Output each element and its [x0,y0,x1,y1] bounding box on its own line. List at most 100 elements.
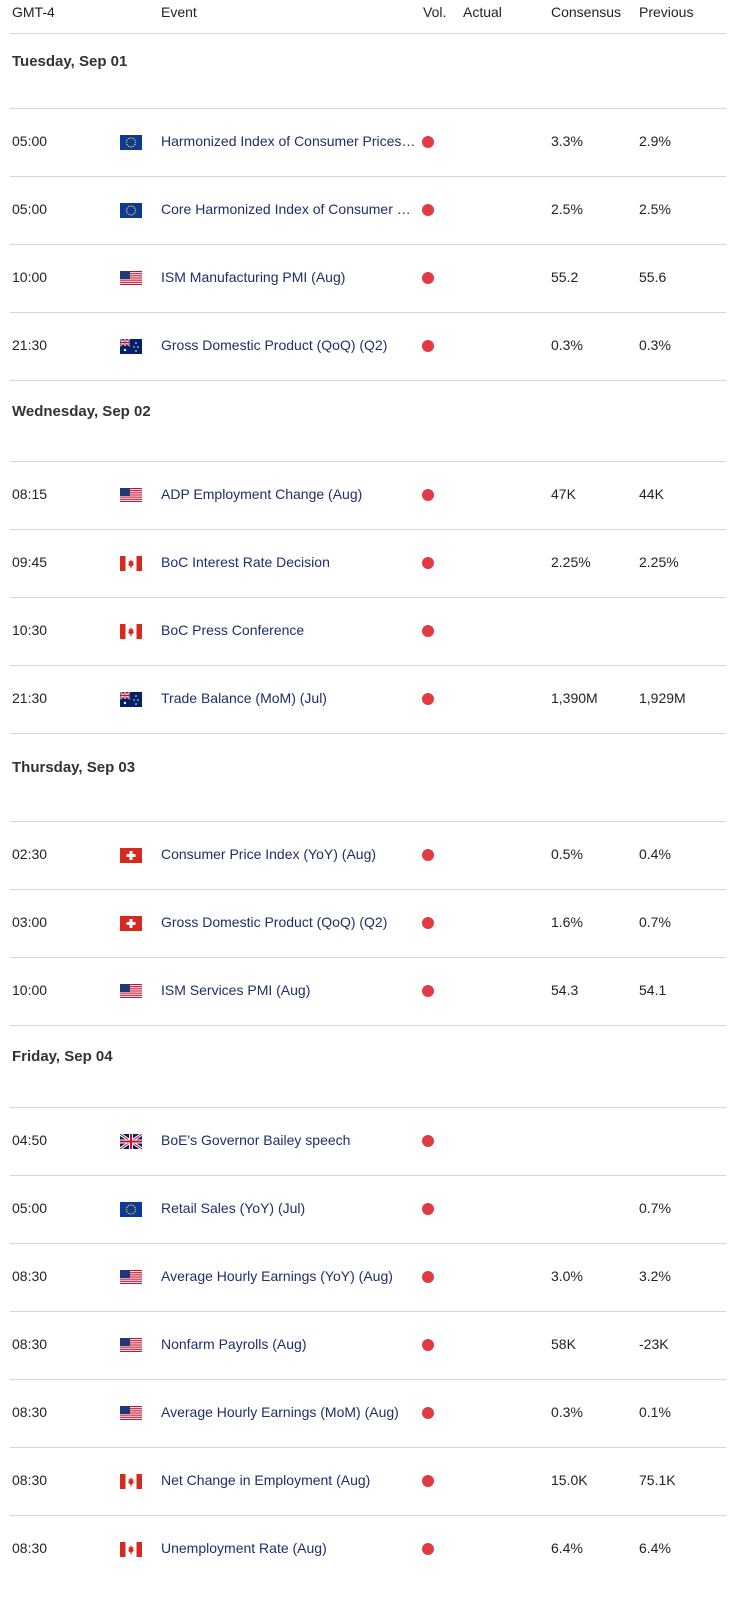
flag-part [127,559,135,569]
flag-part [120,1410,142,1412]
country-flag [120,692,142,707]
consensus-value: 1.6% [551,914,583,930]
flag-part [126,1211,128,1213]
event-name[interactable]: ADP Employment Change (Aug) [161,486,363,502]
event-name[interactable]: Unemployment Rate (Aug) [161,1540,327,1556]
event-time: 08:15 [12,486,48,502]
consensus-value: 55.2 [551,269,579,285]
flag-part [133,346,135,348]
volatility-dot [422,1475,434,1487]
header-actual: Actual [463,4,502,20]
volatility-dot [422,849,434,861]
country-flag [120,624,142,639]
flag-part [120,279,142,281]
event-name[interactable]: Consumer Price Index (YoY) (Aug) [161,846,377,862]
event-name[interactable]: Retail Sales (YoY) (Jul) [161,1200,306,1216]
flag-part [123,348,127,352]
volatility-dot [422,1543,434,1555]
volatility-dot [422,340,434,352]
previous-value: 3.2% [639,1268,671,1284]
event-name[interactable]: Gross Domestic Product (QoQ) (Q2) [161,914,388,930]
consensus-value: 3.3% [551,133,583,149]
flag-part [120,1348,142,1350]
flag-part [134,141,137,144]
previous-value: 75.1K [639,1472,676,1488]
event-name[interactable]: Net Change in Employment (Aug) [161,1472,371,1488]
flag-part [120,992,142,994]
flag-part [137,346,139,348]
divider [10,33,726,34]
flag-part [120,994,142,996]
flag-part [120,988,142,990]
divider [10,108,726,109]
flag-part [120,488,142,490]
flag-part [120,135,142,150]
event-time: 05:00 [12,1200,48,1216]
flag-part [120,498,142,500]
flag-part [132,145,134,148]
event-name[interactable]: Harmonized Index of Consumer Prices (YoY… [161,133,419,149]
event-name[interactable]: ISM Manufacturing PMI (Aug) [161,269,346,285]
divider [10,244,726,245]
day-header: Tuesday, Sep 01 [12,52,128,70]
flag-part [136,624,142,639]
volatility-dot [422,1203,434,1215]
flag-part [132,137,134,140]
flag-part [120,990,142,992]
consensus-value: 15.0K [551,1472,588,1488]
divider [10,1025,726,1026]
divider [10,733,726,734]
volatility-dot [422,693,434,705]
volatility-dot [422,917,434,929]
consensus-value: 0.3% [551,1404,583,1420]
flag-part [120,1274,142,1276]
divider [10,380,726,381]
previous-value: 2.9% [639,133,671,149]
event-name[interactable]: Average Hourly Earnings (YoY) (Aug) [161,1268,393,1284]
event-name[interactable]: Nonfarm Payrolls (Aug) [161,1336,307,1352]
event-name[interactable]: BoC Interest Rate Decision [161,554,330,570]
event-name[interactable]: Core Harmonized Index of Consumer Prices… [161,201,419,217]
event-time: 03:00 [12,914,48,930]
country-flag [120,488,142,502]
flag-part [126,854,136,857]
flag-part [120,1340,142,1342]
divider [10,665,726,666]
flag-part [120,1344,142,1346]
country-flag [120,984,142,998]
divider [10,1447,726,1448]
event-time: 09:45 [12,554,48,570]
consensus-value: 3.0% [551,1268,583,1284]
event-name[interactable]: ISM Services PMI (Aug) [161,982,311,998]
previous-value: -23K [639,1336,669,1352]
flag-part [128,145,130,148]
event-name[interactable]: Trade Balance (MoM) (Jul) [161,690,327,706]
previous-value: 0.3% [639,337,671,353]
flag-part [132,1204,134,1207]
event-name[interactable]: BoC Press Conference [161,622,305,638]
flag-part [120,1272,142,1274]
flag-part [134,144,136,146]
flag-part [128,1204,130,1207]
header-consensus: Consensus [551,4,622,20]
event-time: 08:30 [12,1336,48,1352]
flag-part [128,205,130,208]
flag-part [126,212,128,214]
consensus-value: 6.4% [551,1540,583,1556]
event-name[interactable]: Gross Domestic Product (QoQ) (Q2) [161,337,388,353]
flag-part [120,1278,142,1280]
consensus-value: 2.25% [551,554,591,570]
flag-part [120,1408,142,1410]
header-previous: Previous [639,4,694,20]
event-name[interactable]: Average Hourly Earnings (MoM) (Aug) [161,1404,399,1420]
flag-part [120,275,142,277]
volatility-dot [422,489,434,501]
divider [10,889,726,890]
event-name[interactable]: BoE's Governor Bailey speech [161,1132,351,1148]
flag-part [120,1270,142,1272]
divider [10,597,726,598]
flag-part [120,984,142,986]
previous-value: 54.1 [639,982,667,998]
flag-part [134,212,136,214]
flag-part [120,984,130,992]
